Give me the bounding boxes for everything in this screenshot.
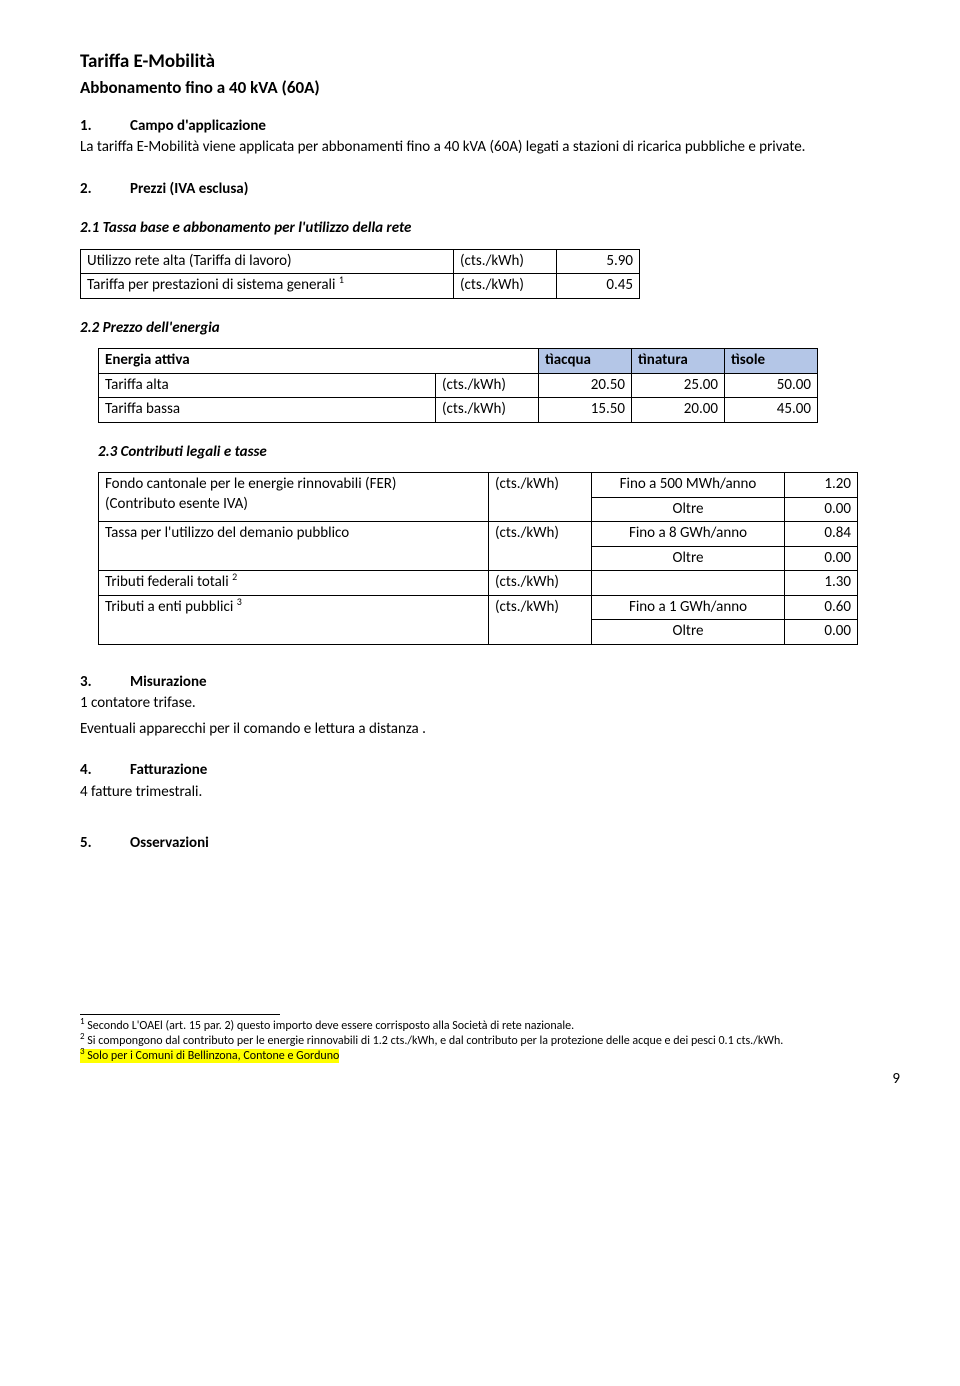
rete-unit: (cts./kWh) [454,249,557,274]
section-1-heading: 1.Campo d'applicazione [80,117,900,137]
table-row: Tributi federali totali 2(cts./kWh) 1.30 [99,571,858,596]
contrib-condition [592,571,785,596]
energia-value: 25.00 [632,373,725,398]
footnote-1: 1 Secondo L'OAEl (art. 15 par. 2) questo… [80,1019,900,1034]
table-energia: Energia attiva tìacqua tìnatura tìsole T… [98,348,818,423]
page-title-sub: Abbonamento fino a 40 kVA (60A) [80,77,900,99]
contrib-value: 1.30 [785,571,858,596]
rete-label: Utilizzo rete alta (Tariffa di lavoro) [81,249,454,274]
contrib-condition: Oltre [592,497,785,522]
contrib-condition: Fino a 8 GWh/anno [592,522,785,547]
table-rete: Utilizzo rete alta (Tariffa di lavoro)(c… [80,249,640,299]
footnote-2: 2 Si compongono dal contributo per le en… [80,1034,900,1049]
section-5-label: Osservazioni [130,834,209,852]
contrib-value: 0.84 [785,522,858,547]
section-3-label: Misurazione [130,673,207,691]
contrib-unit: (cts./kWh) [489,595,592,644]
footnotes: 1 Secondo L'OAEl (art. 15 par. 2) questo… [80,1019,900,1064]
contrib-condition: Fino a 1 GWh/anno [592,595,785,620]
section-4-label: Fatturazione [130,761,207,779]
energia-value: 20.00 [632,398,725,423]
section-5-heading: 5.Osservazioni [80,834,900,854]
section-3-line2: Eventuali apparecchi per il comando e le… [80,720,900,740]
table-row: Tariffa alta(cts./kWh)20.5025.0050.00 [99,373,818,398]
section-1-num: 1. [80,117,130,137]
contrib-label: Tributi federali totali 2 [99,571,489,596]
section-1-text: La tariffa E-Mobilità viene applicata pe… [80,138,900,158]
contrib-value: 0.60 [785,595,858,620]
energia-value: 15.50 [539,398,632,423]
contrib-label: Tributi a enti pubblici 3 [99,595,489,644]
section-5-num: 5. [80,834,130,854]
contrib-value: 0.00 [785,620,858,645]
contrib-value: 0.00 [785,546,858,571]
energia-value: 45.00 [725,398,818,423]
subsection-2-2-title: 2.2 Prezzo dell'energia [80,319,900,339]
footnote-3: 3 Solo per i Comuni di Bellinzona, Conto… [80,1049,900,1064]
rete-unit: (cts./kWh) [454,274,557,299]
contrib-condition: Fino a 500 MWh/anno [592,473,785,498]
contrib-unit: (cts./kWh) [489,473,592,522]
contrib-condition: Oltre [592,546,785,571]
contrib-label: Tassa per l'utilizzo del demanio pubblic… [99,522,489,571]
contrib-unit: (cts./kWh) [489,522,592,571]
section-3-num: 3. [80,673,130,693]
table-row: Utilizzo rete alta (Tariffa di lavoro)(c… [81,249,640,274]
rete-value: 5.90 [557,249,640,274]
energia-col-1: tìnatura [632,349,725,374]
contrib-value: 1.20 [785,473,858,498]
energia-unit: (cts./kWh) [436,398,539,423]
page-number: 9 [80,1070,900,1090]
footnote-1-text: Secondo L'OAEl (art. 15 par. 2) questo i… [85,1019,575,1033]
section-1-label: Campo d'applicazione [130,117,266,135]
energia-header-label: Energia attiva [99,349,539,374]
section-3-line1: 1 contatore trifase. [80,694,900,714]
energia-value: 20.50 [539,373,632,398]
energia-label: Tariffa bassa [99,398,436,423]
energia-label: Tariffa alta [99,373,436,398]
table-row: Tassa per l'utilizzo del demanio pubblic… [99,522,858,547]
footnote-3-text: Solo per i Comuni di Bellinzona, Contone… [85,1049,340,1063]
contrib-unit: (cts./kWh) [489,571,592,596]
table-row: Tariffa bassa(cts./kWh)15.5020.0045.00 [99,398,818,423]
section-4-line1: 4 fatture trimestrali. [80,783,900,803]
energia-col-0: tìacqua [539,349,632,374]
contrib-value: 0.00 [785,497,858,522]
contrib-condition: Oltre [592,620,785,645]
subsection-2-1-title: 2.1 Tassa base e abbonamento per l'utili… [80,219,900,239]
energia-value: 50.00 [725,373,818,398]
footnote-2-text: Si compongono dal contributo per le ener… [85,1034,784,1048]
section-2-heading: 2.Prezzi (IVA esclusa) [80,180,900,200]
section-4-heading: 4.Fatturazione [80,761,900,781]
table-contributi: Fondo cantonale per le energie rinnovabi… [98,472,858,645]
page-title-main: Tariffa E-Mobilità [80,50,900,75]
contrib-label: Fondo cantonale per le energie rinnovabi… [99,473,489,522]
energia-unit: (cts./kWh) [436,373,539,398]
section-3-heading: 3.Misurazione [80,673,900,693]
section-2-label: Prezzi (IVA esclusa) [130,180,248,198]
section-2-num: 2. [80,180,130,200]
section-4-num: 4. [80,761,130,781]
energia-col-2: tìsole [725,349,818,374]
subsection-2-3-title: 2.3 Contributi legali e tasse [98,443,900,463]
table-row: Tariffa per prestazioni di sistema gener… [81,274,640,299]
rete-label: Tariffa per prestazioni di sistema gener… [81,274,454,299]
footnote-separator [80,1014,280,1015]
rete-value: 0.45 [557,274,640,299]
table-row: Fondo cantonale per le energie rinnovabi… [99,473,858,498]
table-row: Tributi a enti pubblici 3(cts./kWh)Fino … [99,595,858,620]
